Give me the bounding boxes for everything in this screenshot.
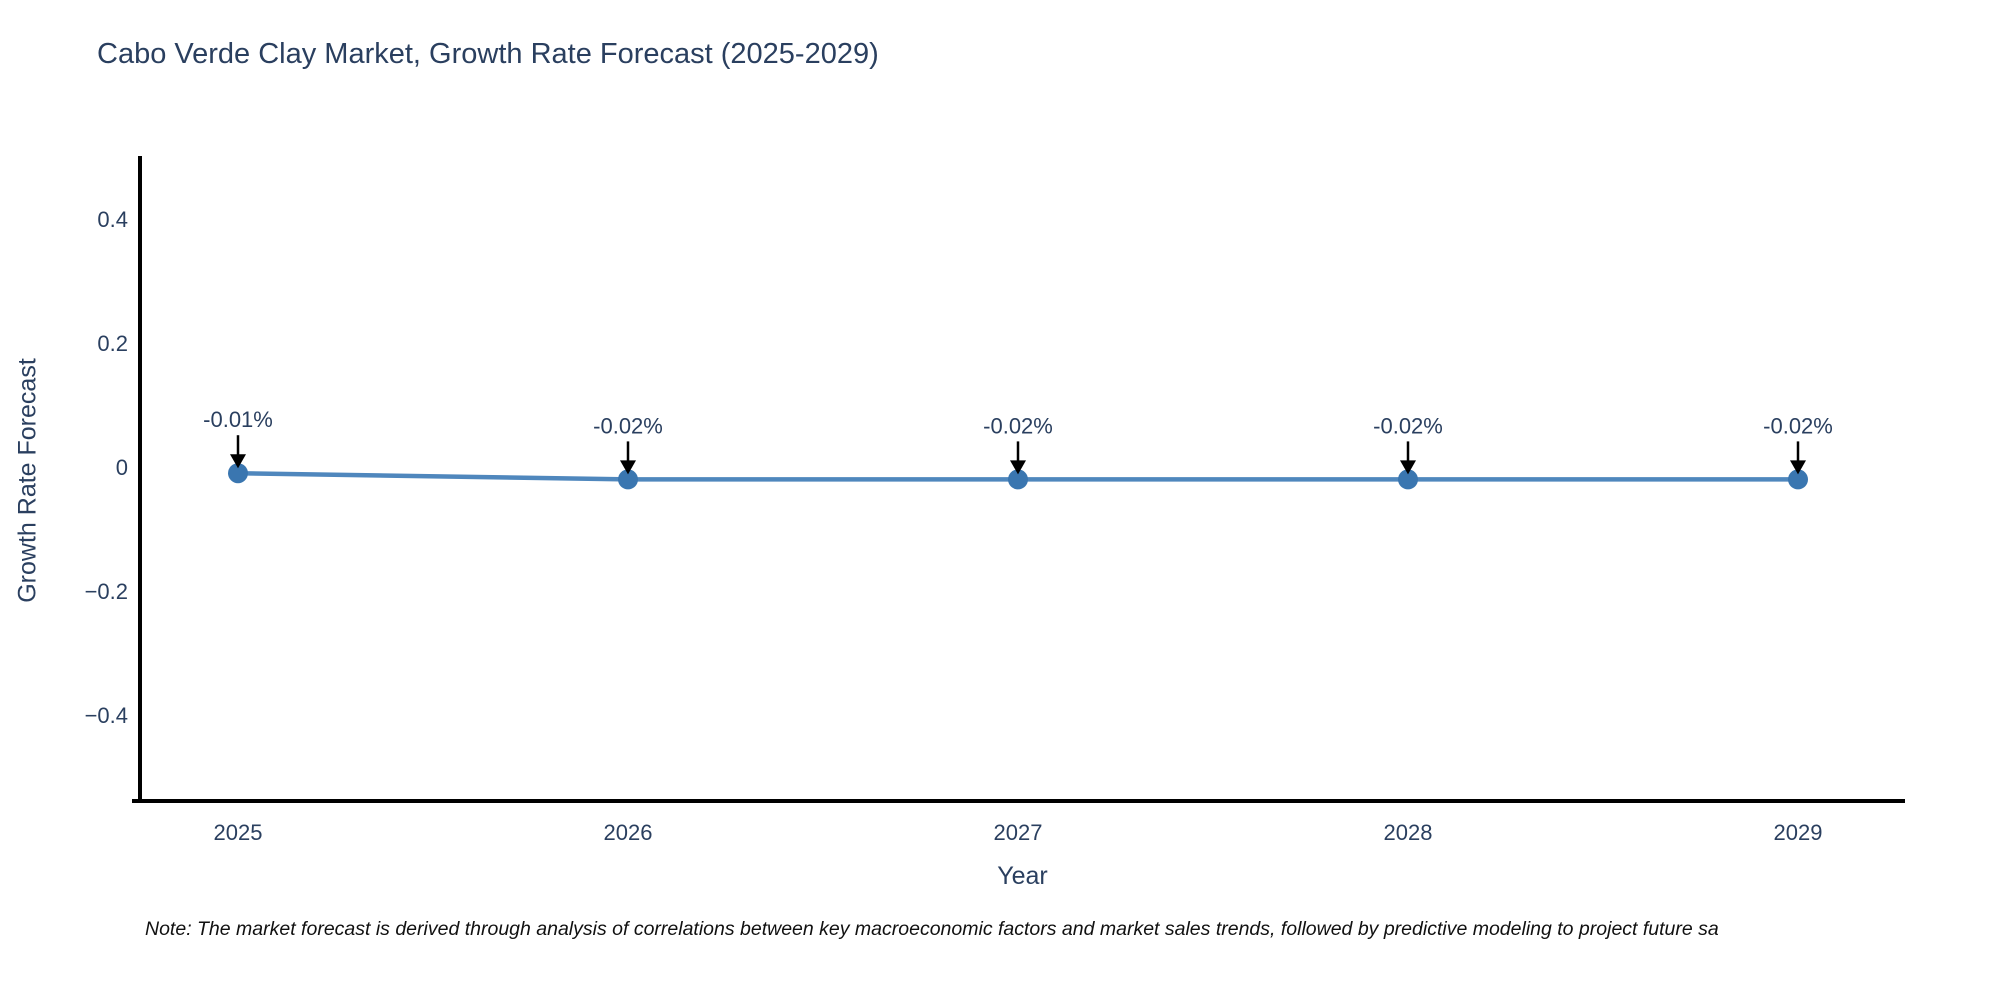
y-tick-label: 0.2 xyxy=(97,331,128,356)
data-point-marker[interactable] xyxy=(1008,469,1028,490)
y-tick-label: 0 xyxy=(116,455,128,480)
x-tick-label: 2027 xyxy=(994,820,1043,845)
x-axis-title: Year xyxy=(997,862,1048,890)
x-axis-line xyxy=(132,799,1905,803)
y-axis-line xyxy=(138,156,142,803)
y-tick-label: −0.4 xyxy=(85,703,128,728)
annotation-arrowhead-icon xyxy=(1790,460,1806,475)
x-tick-label: 2029 xyxy=(1774,820,1823,845)
annotation-label: -0.02% xyxy=(1763,413,1833,438)
annotation-label: -0.02% xyxy=(593,413,663,438)
data-point-marker[interactable] xyxy=(228,463,248,484)
chart-title: Cabo Verde Clay Market, Growth Rate Fore… xyxy=(97,38,879,70)
annotation-arrowhead-icon xyxy=(620,460,636,475)
annotation-arrowhead-icon xyxy=(230,454,246,469)
data-point-marker[interactable] xyxy=(1398,469,1418,490)
plot-area[interactable]: 0.4 0.2 0 −0.2 −0.4 2025 2026 2027 2028 2029 -0.01… xyxy=(0,0,2000,905)
footnote: Note: The market forecast is derived thr… xyxy=(145,918,1719,940)
y-tick-label: −0.2 xyxy=(85,579,128,604)
data-point-marker[interactable] xyxy=(618,469,638,490)
annotation-label: -0.01% xyxy=(203,407,273,432)
x-tick-label: 2028 xyxy=(1384,820,1433,845)
annotation-label: -0.02% xyxy=(983,413,1053,438)
annotation-arrowhead-icon xyxy=(1010,460,1026,475)
x-tick-label: 2026 xyxy=(604,820,653,845)
x-tick-label: 2025 xyxy=(214,820,263,845)
y-tick-label: 0.4 xyxy=(97,207,128,232)
annotation-arrowhead-icon xyxy=(1400,460,1416,475)
data-point-marker[interactable] xyxy=(1788,469,1808,490)
annotation-label: -0.02% xyxy=(1373,413,1443,438)
